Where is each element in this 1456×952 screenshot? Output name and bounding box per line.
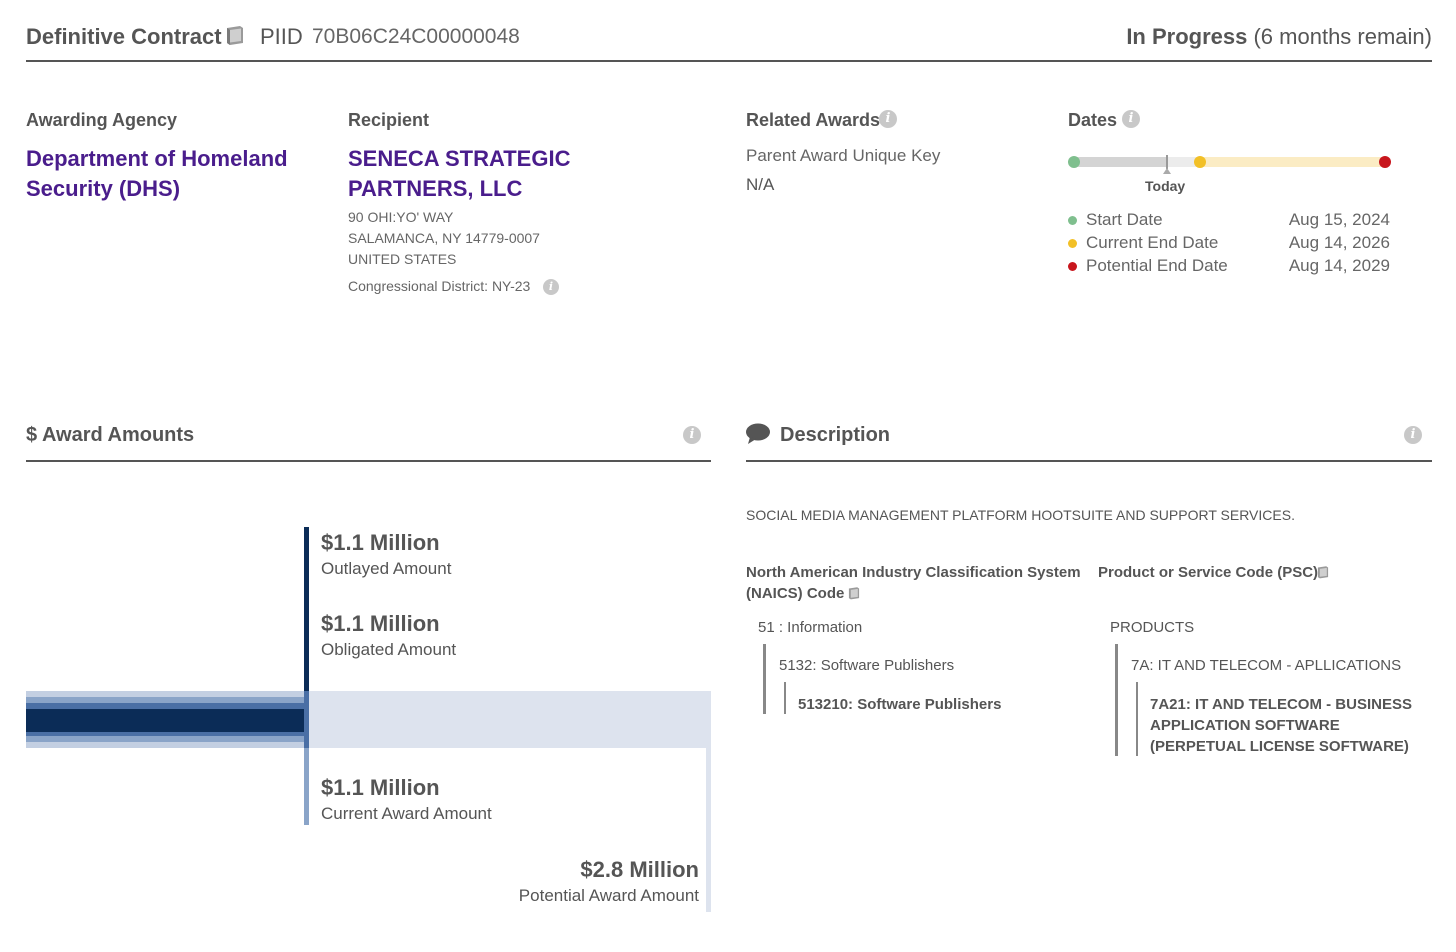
description-info-icon[interactable]: i xyxy=(1404,426,1422,444)
potential-end-date-dot xyxy=(1068,262,1077,271)
potential-amount-bar xyxy=(309,691,711,748)
parent-award-key-label: Parent Award Unique Key xyxy=(746,146,941,165)
psc-level3-line1: 7A21: IT AND TELECOM - BUSINESS xyxy=(1150,696,1412,713)
psc-level3-bar xyxy=(1136,682,1138,756)
timeline-potential-bar xyxy=(1200,157,1385,167)
obligated-amount-line xyxy=(304,691,309,748)
current-end-date-label: Current End Date xyxy=(1086,233,1219,252)
award-amounts-title: $ Award Amounts xyxy=(26,424,195,446)
recipient-label: Recipient xyxy=(348,110,430,130)
outlayed-amount-bar xyxy=(26,709,309,732)
timeline-elapsed-bar xyxy=(1074,157,1168,167)
awarding-agency-link[interactable]: Department of Homeland Security (DHS) xyxy=(26,146,288,201)
district-info-icon[interactable]: i xyxy=(543,279,559,295)
description-title: Description xyxy=(780,424,891,446)
start-date-dot xyxy=(1068,216,1077,225)
award-amounts-header: $ Award Amounts i xyxy=(26,416,711,462)
award-header: Definitive Contract PIID 70B06C24C000000… xyxy=(26,18,1432,62)
timeline-today-marker xyxy=(1166,155,1168,169)
start-date-value: Aug 15, 2024 xyxy=(1288,210,1390,229)
piid-value: 70B06C24C00000048 xyxy=(312,25,520,48)
status-main: In Progress xyxy=(1126,24,1248,49)
outlayed-amount-value: $1.1 Million xyxy=(321,530,440,555)
psc-heading: Product or Service Code (PSC) xyxy=(1098,564,1319,581)
recipient-address-line3: UNITED STATES xyxy=(348,251,457,267)
current-amount-line xyxy=(304,748,309,825)
current-amount-value: $1.1 Million xyxy=(321,775,440,800)
timeline-start-dot xyxy=(1068,156,1080,168)
psc-level2-bar xyxy=(1115,644,1118,756)
start-date-label: Start Date xyxy=(1086,210,1163,229)
timeline-remaining-current-bar xyxy=(1168,157,1200,167)
potential-amount-line xyxy=(706,748,711,912)
speech-bubble-icon xyxy=(746,423,770,444)
potential-amount-value: $2.8 Million xyxy=(580,857,699,882)
status-remaining: (6 months remain) xyxy=(1253,24,1432,49)
current-end-date-value: Aug 14, 2026 xyxy=(1288,233,1390,252)
naics-level3: 513210: Software Publishers xyxy=(798,696,1002,713)
naics-heading-line2: (NAICS) Code xyxy=(746,585,845,602)
related-awards-info-icon[interactable]: i xyxy=(879,110,897,128)
recipient-link[interactable]: SENECA STRATEGIC PARTNERS, LLC xyxy=(348,146,571,201)
timeline-current-end-dot xyxy=(1194,156,1206,168)
obligated-amount-label: Obligated Amount xyxy=(321,640,457,659)
current-end-date-dot xyxy=(1068,239,1077,248)
potential-end-date-value: Aug 14, 2029 xyxy=(1288,256,1390,275)
psc-glossary-book-icon[interactable] xyxy=(1316,565,1330,579)
obligated-amount-value: $1.1 Million xyxy=(321,611,440,636)
potential-end-date-label: Potential End Date xyxy=(1086,256,1228,275)
award-amounts-info-icon[interactable]: i xyxy=(683,426,701,444)
outlayed-amount-line xyxy=(304,527,309,691)
award-status: In Progress (6 months remain) xyxy=(1126,24,1432,50)
piid-label: PIID xyxy=(260,24,303,49)
parent-award-key-value: N/A xyxy=(746,175,775,194)
description-text: SOCIAL MEDIA MANAGEMENT PLATFORM HOOTSUI… xyxy=(746,507,1295,523)
contract-type-title: Definitive Contract xyxy=(26,24,222,49)
dates-info-icon[interactable]: i xyxy=(1122,110,1140,128)
today-arrow-icon xyxy=(1163,168,1171,174)
psc-level3-line2: APPLICATION SOFTWARE xyxy=(1150,717,1340,734)
psc-level3-line3: (PERPETUAL LICENSE SOFTWARE) xyxy=(1150,738,1409,755)
awarding-agency-label: Awarding Agency xyxy=(26,110,178,130)
timeline-potential-end-dot xyxy=(1379,156,1391,168)
related-awards-label: Related Awards xyxy=(746,110,881,130)
description-header: Description i xyxy=(746,416,1432,462)
glossary-book-icon[interactable] xyxy=(224,24,246,46)
psc-level1: PRODUCTS xyxy=(1110,619,1195,636)
naics-glossary-book-icon[interactable] xyxy=(847,586,861,600)
naics-level2-bar xyxy=(763,644,766,714)
current-amount-label: Current Award Amount xyxy=(321,804,492,823)
naics-level3-bar xyxy=(784,682,786,714)
naics-level2: 5132: Software Publishers xyxy=(779,657,955,674)
recipient-address-line1: 90 OHI:YO' WAY xyxy=(348,209,454,225)
congressional-district: Congressional District: NY-23 xyxy=(348,278,531,294)
naics-level1: 51 : Information xyxy=(758,619,863,636)
timeline-today-label: Today xyxy=(1145,178,1186,194)
dates-label: Dates xyxy=(1068,110,1118,130)
outlayed-amount-label: Outlayed Amount xyxy=(321,559,452,578)
recipient-address-line2: SALAMANCA, NY 14779-0007 xyxy=(348,230,540,246)
potential-amount-label: Potential Award Amount xyxy=(518,886,699,905)
psc-level2: 7A: IT AND TELECOM - APLLICATIONS xyxy=(1131,657,1402,674)
naics-heading-line1: North American Industry Classification S… xyxy=(746,564,1081,581)
